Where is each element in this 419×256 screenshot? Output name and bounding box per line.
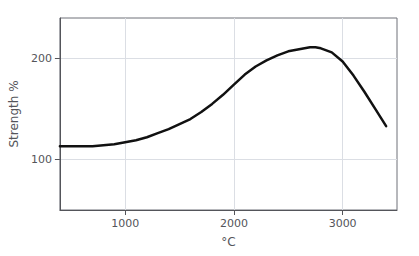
svg-text:°C: °C [221, 235, 235, 249]
svg-text:2000: 2000 [220, 217, 248, 230]
svg-text:200: 200 [31, 52, 52, 65]
svg-text:Strength %: Strength % [7, 80, 21, 147]
svg-text:3000: 3000 [329, 217, 357, 230]
svg-text:1000: 1000 [111, 217, 139, 230]
svg-text:100: 100 [31, 153, 52, 166]
